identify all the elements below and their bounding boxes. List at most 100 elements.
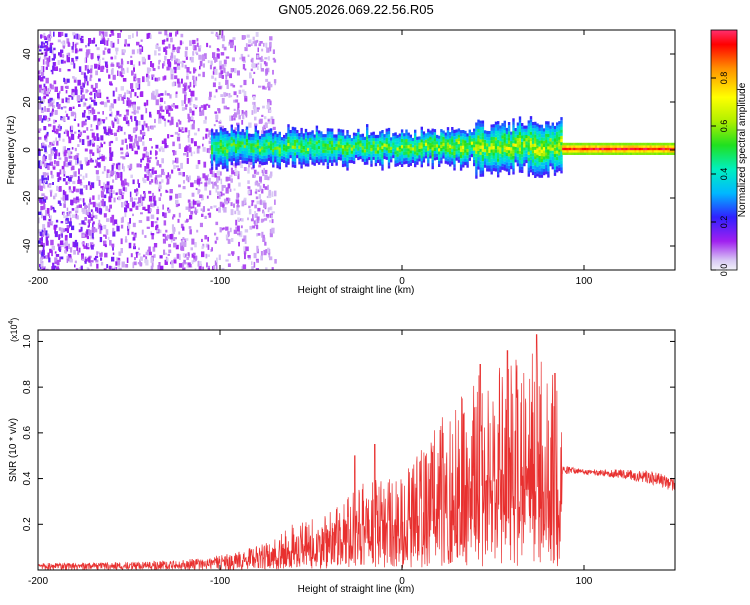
spectrogram-band-cell [523, 153, 526, 157]
spectrogram-band-cell [379, 137, 382, 141]
spectrogram-noise-cell [182, 267, 186, 270]
spectrogram-band-cell [265, 145, 268, 149]
spectrogram-band-cell [468, 148, 471, 152]
spectrogram-noise-cell [223, 59, 227, 65]
spectrogram-band-cell [274, 140, 277, 144]
spectrogram-noise-cell [132, 128, 136, 133]
spectrogram-band-cell [272, 155, 275, 159]
spectrogram-band-cell [536, 145, 539, 149]
spectrogram-band-cell [427, 153, 430, 157]
spectrogram-noise-cell [269, 233, 273, 238]
spectrogram-noise-cell [130, 60, 133, 65]
spectrogram-band-cell [418, 158, 421, 162]
spectrogram-band-cell [497, 155, 500, 159]
spectrogram-band-cell [307, 154, 310, 158]
spectrogram-noise-cell [123, 117, 126, 121]
spectrogram-band-cell [341, 148, 345, 152]
spectrogram-band-cell [483, 149, 487, 153]
spectrogram-band-cell [398, 155, 402, 159]
spectrogram-band-cell [232, 129, 236, 133]
spectrogram-band-cell [507, 131, 511, 135]
spectrogram-noise-cell [251, 225, 256, 229]
spectrogram-noise-cell [220, 191, 223, 197]
spectrogram-noise-cell [142, 76, 145, 83]
spectrogram-band-cell [213, 148, 216, 152]
spectrogram-band-cell [429, 152, 432, 156]
spectrogram-noise-cell [59, 240, 64, 245]
spectrogram-band-cell [420, 126, 423, 130]
spectrogram-noise-cell [261, 231, 264, 238]
spectrogram-band-cell [556, 138, 559, 142]
spectrogram-noise-cell [66, 56, 70, 63]
spectrogram-band-cell [549, 144, 552, 148]
spectrogram-band-cell [258, 148, 262, 152]
spectrogram-band-cell [274, 146, 277, 150]
spectrogram-noise-cell [217, 195, 219, 199]
spectrogram-noise-cell [175, 157, 179, 164]
spectrogram-band-cell [309, 144, 312, 148]
spectrogram-noise-cell [209, 64, 212, 70]
spectrogram-noise-cell [188, 147, 192, 153]
spectrogram-tail-cell [603, 152, 607, 155]
spectrogram-noise-cell [169, 120, 172, 126]
spectrogram-band-cell [525, 128, 528, 132]
spectrogram-noise-cell [164, 143, 167, 149]
spectrogram-noise-cell [124, 201, 127, 206]
spectrogram-noise-cell [84, 233, 87, 238]
spectrogram-band-cell [516, 160, 520, 164]
spectrogram-noise-cell [77, 49, 79, 53]
spectrogram-band-cell [518, 135, 522, 139]
spectrogram-band-cell [256, 158, 260, 162]
spectrogram-noise-cell [126, 144, 129, 150]
spectrogram-noise-cell [234, 127, 237, 131]
spectrogram-band-cell [531, 165, 535, 169]
spectrogram-band-cell [359, 140, 362, 144]
spectrogram-tail-cell [669, 145, 672, 148]
spectrogram-noise-cell [177, 168, 181, 171]
spectrogram-band-cell [239, 147, 242, 151]
spectrogram-tail-cell [664, 142, 668, 146]
spectrogram-tail-cell [669, 147, 672, 151]
spectrogram-noise-cell [189, 214, 193, 220]
spectrogram-band-cell [272, 136, 275, 140]
spectrogram-band-cell [492, 133, 495, 137]
spectrogram-noise-cell [58, 90, 61, 94]
spectrogram-noise-cell [41, 90, 44, 94]
spectrogram-band-cell [376, 156, 380, 160]
spectrogram-noise-cell [101, 39, 104, 43]
spectrogram-band-cell [558, 167, 561, 172]
spectrogram-noise-cell [90, 128, 94, 132]
spectrogram-tail-cell [616, 145, 620, 148]
spectrogram-noise-cell [148, 169, 152, 171]
spectrogram-band-cell [390, 159, 393, 163]
spectrogram-band-cell [459, 145, 463, 149]
spectrogram-noise-cell [70, 151, 73, 155]
spectrogram-noise-cell [66, 130, 69, 137]
spectrogram-band-cell [497, 167, 500, 172]
spectrogram-band-cell [542, 128, 546, 132]
spectrogram-noise-cell [201, 251, 205, 258]
spectrogram-noise-cell [51, 70, 54, 75]
spectrogram-noise-cell [178, 263, 183, 268]
spectrogram-noise-cell [225, 79, 229, 85]
spectrogram-band-cell [405, 157, 408, 161]
spectrogram-noise-cell [45, 133, 49, 137]
spectrogram-band-cell [422, 153, 426, 157]
spectrogram-noise-cell [142, 131, 145, 136]
spectrogram-noise-cell [271, 118, 275, 125]
spectrogram-noise-cell [231, 251, 235, 255]
spectrogram-noise-cell [134, 232, 137, 236]
spectrogram-band-cell [556, 166, 559, 170]
spectrogram-noise-cell [60, 221, 64, 224]
spectrogram-band-cell [387, 159, 391, 163]
spectrogram-noise-cell [96, 251, 100, 254]
spectrogram-band-cell [272, 158, 275, 162]
spectrogram-band-cell [531, 146, 535, 151]
spectrogram-noise-cell [191, 260, 194, 265]
spectrogram-band-cell [529, 119, 533, 123]
spectrogram-noise-cell [100, 143, 103, 148]
spectrogram-noise-cell [71, 225, 75, 231]
spectrogram-band-cell [387, 152, 391, 156]
spectrogram-noise-cell [135, 82, 139, 89]
spectrogram-band-cell [481, 173, 485, 177]
